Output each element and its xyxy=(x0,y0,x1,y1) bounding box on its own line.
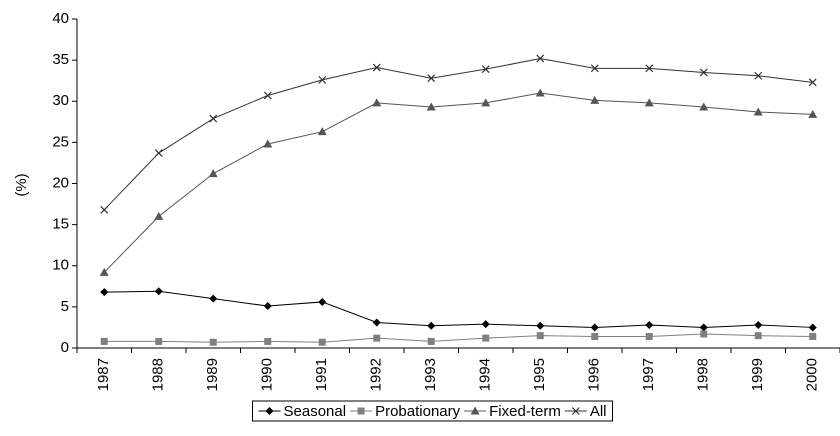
marker xyxy=(427,321,436,330)
marker xyxy=(590,64,599,73)
x-tick-label: 1995 xyxy=(531,358,548,391)
series-line xyxy=(104,290,813,328)
marker xyxy=(155,337,163,345)
x-tick-label: 1989 xyxy=(204,358,221,391)
marker xyxy=(209,294,218,303)
legend: Seasonal Probationary Fixed-term All xyxy=(252,400,613,422)
y-tick-label: 25 xyxy=(52,133,69,150)
marker xyxy=(154,287,163,296)
marker xyxy=(372,318,381,327)
marker xyxy=(99,267,109,276)
y-tick-label: 10 xyxy=(52,257,69,274)
marker xyxy=(264,337,272,345)
marker xyxy=(645,64,654,73)
marker xyxy=(699,323,708,332)
marker xyxy=(590,95,600,104)
y-axis-label: (%) xyxy=(13,173,30,196)
legend-item: Probationary xyxy=(350,403,461,420)
marker xyxy=(753,107,763,116)
marker xyxy=(536,54,545,63)
legend-label: Seasonal xyxy=(284,403,347,420)
legend-item: Seasonal xyxy=(258,403,347,420)
marker xyxy=(700,330,708,338)
legend-label: All xyxy=(590,403,607,420)
marker xyxy=(808,323,817,332)
x-tick-label: 1988 xyxy=(150,358,167,391)
marker xyxy=(645,332,653,340)
x-tick-label: 1998 xyxy=(695,358,712,391)
marker xyxy=(645,320,654,329)
x-tick-label: 1990 xyxy=(259,358,276,391)
marker xyxy=(426,102,436,111)
marker xyxy=(590,323,599,332)
marker xyxy=(481,320,490,329)
y-tick-label: 0 xyxy=(61,339,69,356)
marker xyxy=(372,98,382,107)
marker xyxy=(263,302,272,311)
marker xyxy=(263,139,273,148)
marker xyxy=(209,114,218,123)
legend-label: Fixed-term xyxy=(489,403,561,420)
marker xyxy=(535,88,545,97)
legend-label: Probationary xyxy=(375,403,461,420)
marker xyxy=(317,127,327,136)
marker xyxy=(208,169,218,178)
marker xyxy=(536,321,545,330)
series-line xyxy=(104,333,813,343)
marker xyxy=(372,63,381,72)
y-tick-label: 5 xyxy=(61,298,69,315)
marker xyxy=(209,338,217,346)
marker xyxy=(808,109,818,118)
marker xyxy=(263,91,272,100)
marker xyxy=(754,320,763,329)
y-tick-label: 35 xyxy=(52,51,69,68)
marker xyxy=(373,334,381,342)
y-tick-label: 15 xyxy=(52,216,69,233)
marker xyxy=(318,338,326,346)
x-tick-label: 1994 xyxy=(477,358,494,391)
y-tick-label: 40 xyxy=(52,10,69,27)
marker xyxy=(318,75,327,84)
x-tick-label: 1999 xyxy=(749,358,766,391)
series-line xyxy=(103,92,813,273)
marker xyxy=(154,211,164,220)
marker xyxy=(591,332,599,340)
x-tick-label: 1996 xyxy=(586,358,603,391)
x-tick-label: 1992 xyxy=(368,358,385,391)
marker xyxy=(100,205,109,214)
marker xyxy=(699,68,708,77)
marker xyxy=(427,337,435,345)
marker xyxy=(644,98,654,107)
legend-item: Fixed-term xyxy=(464,403,561,420)
x-tick-label: 1997 xyxy=(640,358,657,391)
marker xyxy=(100,337,108,345)
marker xyxy=(100,288,109,297)
x-tick-label: 1991 xyxy=(313,358,330,391)
y-tick-label: 20 xyxy=(52,174,69,191)
y-tick-label: 30 xyxy=(52,92,69,109)
legend-item: All xyxy=(564,403,607,420)
x-tick-label: 1987 xyxy=(95,358,112,391)
marker xyxy=(481,98,491,107)
marker xyxy=(318,297,327,306)
marker xyxy=(357,407,365,415)
x-tick-label: 2000 xyxy=(804,358,821,391)
marker xyxy=(809,332,817,340)
marker xyxy=(481,65,490,74)
marker xyxy=(265,407,274,415)
marker xyxy=(536,332,544,340)
marker xyxy=(754,71,763,80)
marker xyxy=(808,78,817,87)
marker xyxy=(482,334,490,342)
series-line xyxy=(103,57,813,211)
marker xyxy=(699,102,709,111)
marker xyxy=(154,149,163,157)
marker xyxy=(571,407,580,415)
legend-box xyxy=(252,400,613,422)
x-tick-label: 1993 xyxy=(422,358,439,391)
marker xyxy=(470,406,480,415)
marker xyxy=(427,74,436,83)
marker xyxy=(754,332,762,340)
